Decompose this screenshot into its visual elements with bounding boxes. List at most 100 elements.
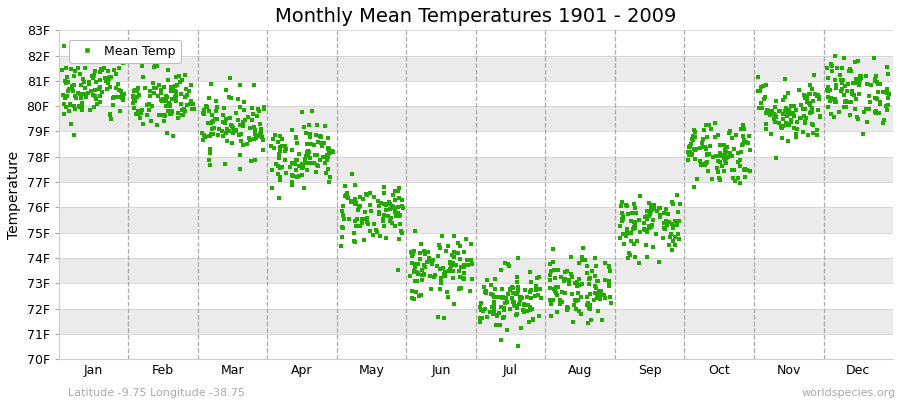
Point [758, 94, 772, 100]
Point [633, 229, 647, 235]
Point [388, 223, 402, 230]
Point [575, 281, 590, 288]
Point [434, 278, 448, 285]
Point [868, 76, 883, 82]
Point [273, 133, 287, 139]
Point [318, 123, 332, 130]
Point [147, 64, 161, 70]
Point [86, 75, 100, 82]
Point [179, 86, 194, 92]
Point [93, 69, 107, 75]
Point [109, 85, 123, 91]
Point [479, 289, 493, 296]
Point [394, 228, 409, 234]
Point [734, 125, 749, 132]
Point [346, 238, 361, 244]
Point [93, 77, 107, 84]
Point [491, 310, 506, 316]
Point [433, 286, 447, 292]
Point [353, 194, 367, 200]
Point [348, 239, 363, 246]
Point [574, 294, 589, 301]
Point [103, 76, 117, 82]
Point [446, 252, 460, 258]
Point [501, 260, 516, 267]
Point [403, 248, 418, 255]
Point [727, 167, 742, 173]
Point [315, 143, 329, 150]
Point [881, 71, 896, 78]
Point [573, 311, 588, 318]
Point [67, 132, 81, 138]
Point [603, 267, 617, 274]
Point [734, 149, 749, 156]
Point [733, 163, 747, 169]
Point [613, 223, 627, 229]
Point [406, 251, 420, 258]
Point [687, 184, 701, 190]
Point [517, 302, 531, 308]
Point [707, 119, 722, 126]
Point [460, 257, 474, 263]
Point [299, 153, 313, 159]
Point [485, 292, 500, 298]
Point [521, 301, 535, 308]
Point [359, 191, 374, 197]
Point [254, 127, 268, 134]
Point [104, 115, 119, 122]
Point [860, 106, 874, 112]
Point [699, 152, 714, 159]
Point [657, 220, 671, 226]
Point [169, 74, 184, 80]
Point [830, 64, 844, 71]
Point [527, 292, 542, 299]
Point [147, 84, 161, 91]
Point [558, 268, 572, 275]
Point [436, 270, 451, 277]
Point [361, 221, 375, 227]
Point [476, 308, 491, 314]
Point [126, 92, 140, 99]
Point [93, 93, 107, 99]
Point [662, 242, 676, 248]
Point [496, 314, 510, 321]
Point [829, 84, 843, 91]
Point [252, 108, 266, 114]
Point [57, 111, 71, 117]
Point [179, 92, 194, 98]
Point [345, 170, 359, 177]
Point [377, 190, 392, 196]
Point [615, 218, 629, 224]
Point [87, 68, 102, 74]
Point [520, 308, 535, 314]
Point [410, 278, 424, 284]
Point [780, 122, 795, 128]
Point [590, 292, 604, 298]
Point [320, 152, 335, 158]
Point [160, 108, 175, 114]
Point [216, 133, 230, 140]
Point [324, 148, 338, 154]
Point [412, 250, 427, 256]
Point [780, 138, 795, 144]
Point [126, 96, 140, 103]
Point [62, 102, 77, 108]
Point [89, 79, 104, 86]
Point [532, 274, 546, 280]
Point [404, 288, 419, 294]
Bar [58, 334, 893, 359]
Point [718, 155, 733, 162]
Point [671, 231, 686, 237]
Point [497, 305, 511, 311]
Point [696, 136, 710, 142]
Point [560, 268, 574, 274]
Point [288, 157, 302, 164]
Point [500, 327, 514, 333]
Point [661, 211, 675, 218]
Point [479, 288, 493, 294]
Point [868, 78, 883, 84]
Point [195, 137, 210, 143]
Point [786, 110, 800, 117]
Point [269, 160, 284, 167]
Point [880, 90, 895, 96]
